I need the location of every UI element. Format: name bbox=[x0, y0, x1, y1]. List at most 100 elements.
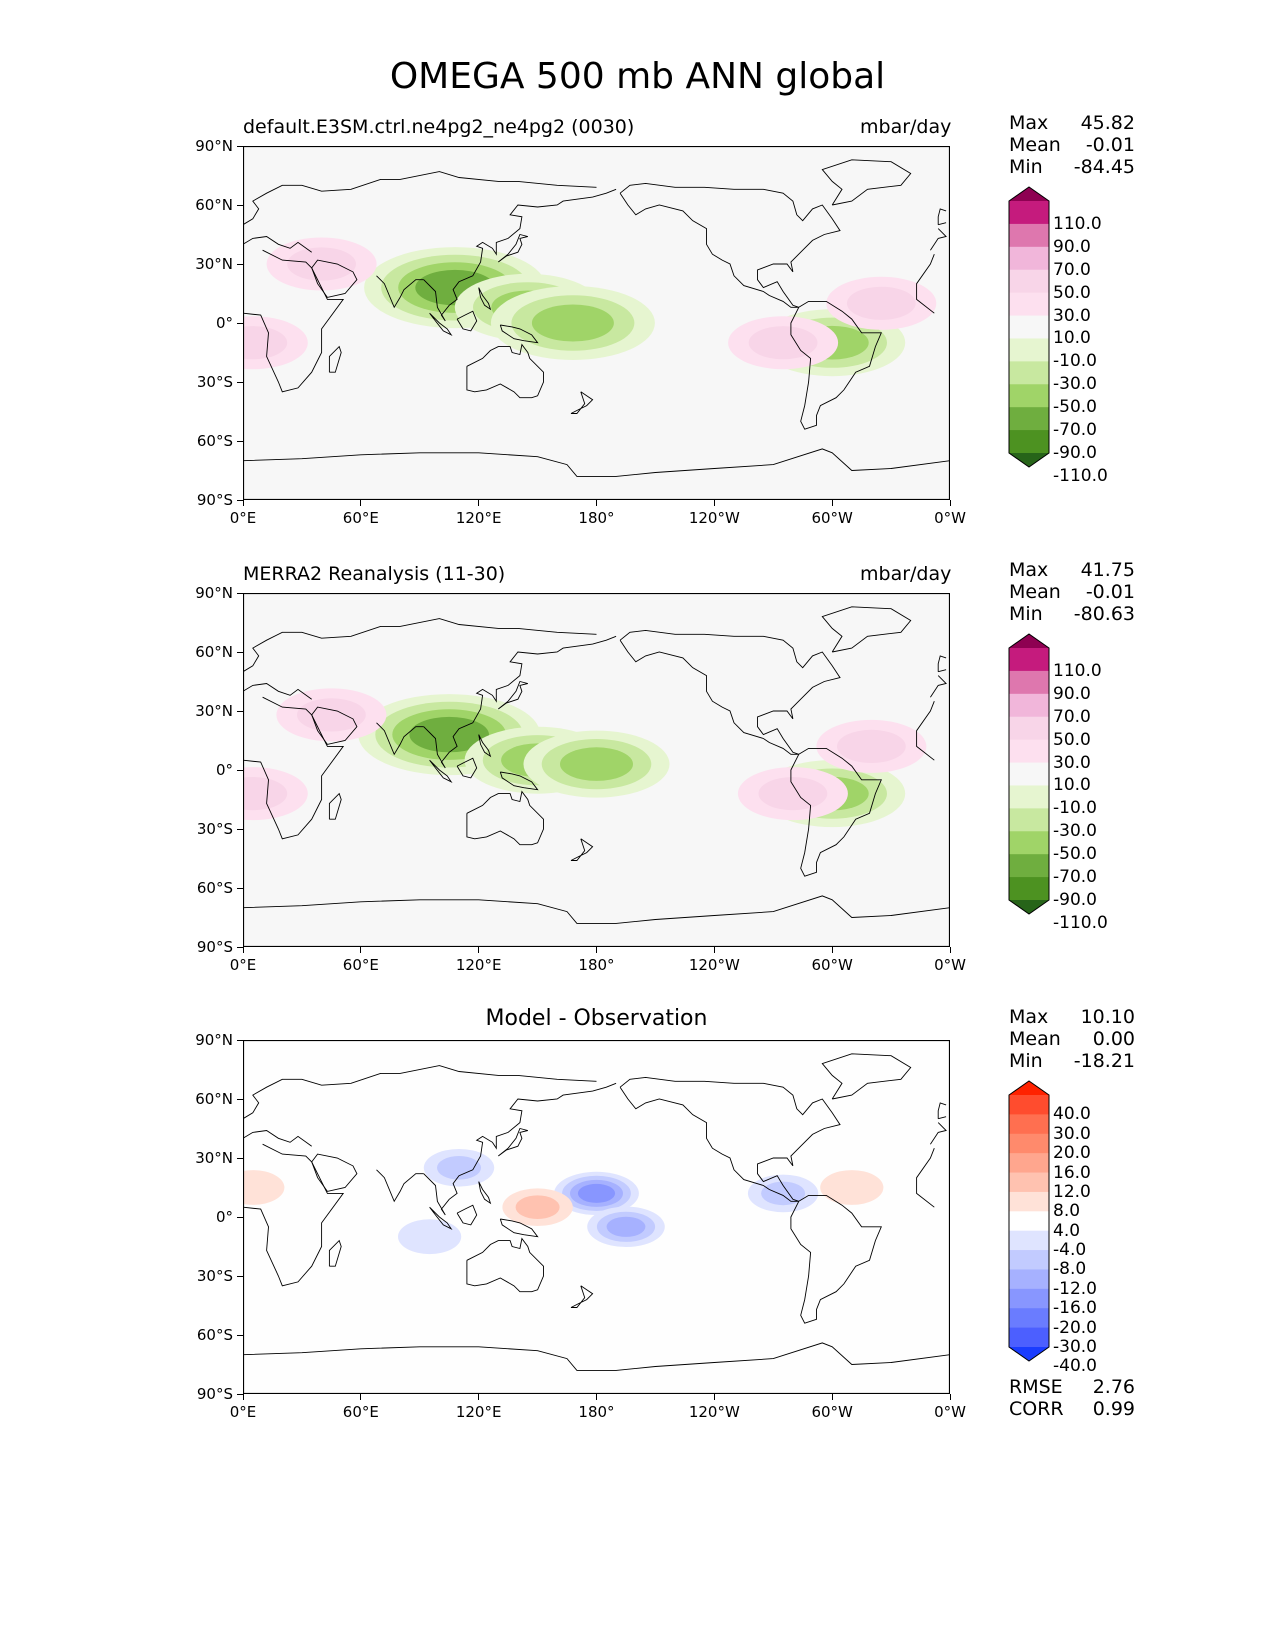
x-tick-label: 0°W bbox=[934, 1403, 966, 1421]
y-tick-label: 90°S bbox=[196, 938, 233, 956]
colorbar-bin bbox=[1009, 1211, 1049, 1232]
contour-fill bbox=[837, 729, 906, 763]
x-tick-label: 0°E bbox=[229, 509, 257, 527]
contour-field bbox=[243, 688, 927, 828]
x-tick-mark bbox=[596, 947, 597, 953]
stat-label: Mean bbox=[1009, 581, 1061, 603]
stat-label: Max bbox=[1009, 112, 1049, 134]
x-tick-mark bbox=[949, 947, 951, 953]
coastline bbox=[619, 182, 841, 308]
y-tick-label: 60°S bbox=[196, 432, 233, 450]
x-tick-label: 60°E bbox=[342, 509, 379, 527]
colorbar-bin bbox=[1009, 292, 1049, 317]
colorbar-tick-label: 16.0 bbox=[1053, 1162, 1091, 1183]
x-tick-label: 180° bbox=[578, 1403, 615, 1421]
stat-label: Min bbox=[1009, 603, 1043, 625]
colorbar-tick-label: -10.0 bbox=[1053, 351, 1097, 372]
colorbar-bin bbox=[1009, 1133, 1049, 1154]
colorbar-tick-label: -30.0 bbox=[1053, 1337, 1097, 1357]
x-tick-label: 120°E bbox=[455, 956, 502, 974]
y-tick-mark bbox=[237, 1393, 243, 1395]
coastline bbox=[243, 1143, 935, 1287]
contour-fill bbox=[758, 777, 828, 811]
colorbar-bin bbox=[1009, 1250, 1049, 1270]
colorbar-bin bbox=[1009, 1327, 1049, 1348]
stat-value: 10.10 bbox=[1080, 1006, 1135, 1028]
x-tick-label: 0°W bbox=[934, 956, 966, 974]
y-tick-label: 0° bbox=[215, 1208, 233, 1226]
colorbar-bin bbox=[1009, 384, 1049, 408]
coastline bbox=[499, 771, 539, 791]
y-tick-mark bbox=[237, 651, 243, 653]
contour-fill bbox=[243, 777, 288, 811]
stat-value: -18.21 bbox=[1073, 1050, 1135, 1072]
coastline bbox=[429, 759, 453, 783]
y-tick-mark bbox=[237, 946, 243, 948]
coastline bbox=[478, 287, 492, 311]
colorbar-extend-top bbox=[1009, 634, 1049, 648]
contour-fill bbox=[820, 1170, 884, 1205]
stat-row: Mean 0.00 bbox=[1009, 1028, 1135, 1050]
contour-fill bbox=[409, 716, 489, 753]
colorbar-tick-label: 10.0 bbox=[1053, 328, 1091, 349]
y-tick-mark bbox=[237, 828, 243, 830]
y-tick-mark bbox=[237, 381, 243, 383]
colorbar-bin bbox=[1009, 430, 1049, 454]
colorbar-bin bbox=[1009, 315, 1049, 339]
y-tick-mark bbox=[237, 322, 243, 324]
coastline bbox=[937, 1102, 947, 1120]
y-tick-label: 30°N bbox=[195, 702, 233, 720]
x-tick-label: 0°W bbox=[934, 509, 966, 527]
figure-title: OMEGA 500 mb ANN global bbox=[389, 56, 886, 97]
x-tick-label: 120°E bbox=[455, 509, 502, 527]
x-tick-label: 0°E bbox=[229, 1403, 257, 1421]
map-frame bbox=[243, 593, 950, 947]
colorbar-bin bbox=[1009, 338, 1049, 362]
metrics-block: RMSE 2.76 CORR 0.99 bbox=[1009, 1376, 1135, 1420]
stat-row: Min -80.63 bbox=[1009, 603, 1135, 625]
coastline bbox=[243, 683, 312, 700]
contour-fill bbox=[531, 304, 614, 342]
colorbar-tick-label: 30.0 bbox=[1053, 752, 1091, 773]
colorbar-outline bbox=[1008, 186, 1050, 468]
colorbar-tick-label: 8.0 bbox=[1053, 1201, 1081, 1222]
y-tick-label: 60°S bbox=[196, 1326, 233, 1344]
stat-label: Max bbox=[1009, 559, 1049, 581]
y-tick-label: 30°S bbox=[196, 1267, 233, 1285]
y-tick-label: 90°N bbox=[195, 584, 233, 602]
colorbar-bin bbox=[1009, 246, 1049, 271]
stat-value: 41.75 bbox=[1080, 559, 1135, 581]
y-tick-label: 90°S bbox=[196, 491, 233, 509]
coastline bbox=[478, 1181, 492, 1205]
y-tick-label: 90°N bbox=[195, 137, 233, 155]
colorbar-extend-top bbox=[1009, 1081, 1049, 1095]
colorbar-bin bbox=[1009, 1172, 1049, 1193]
y-tick-mark bbox=[237, 1216, 243, 1218]
x-tick-mark bbox=[713, 1394, 715, 1400]
coastline bbox=[243, 895, 950, 924]
coastline bbox=[243, 448, 950, 477]
stat-row: Max 10.10 bbox=[1009, 1006, 1135, 1028]
colorbar-bin bbox=[1009, 223, 1049, 248]
colorbar-bin bbox=[1009, 1191, 1049, 1212]
colorbar-bin bbox=[1009, 1153, 1049, 1174]
stat-row: Min -18.21 bbox=[1009, 1050, 1135, 1072]
colorbar-tick-label: 12.0 bbox=[1053, 1181, 1091, 1202]
x-tick-label: 120°W bbox=[688, 509, 740, 527]
colorbar-bin bbox=[1009, 877, 1049, 901]
coastline bbox=[456, 757, 478, 779]
coastline bbox=[243, 696, 935, 840]
stat-value: -0.01 bbox=[1085, 581, 1135, 603]
contour-fill bbox=[398, 1219, 462, 1255]
coastline bbox=[311, 1153, 358, 1192]
colorbar-bin bbox=[1009, 201, 1049, 225]
coastline bbox=[498, 680, 528, 710]
coastline bbox=[376, 722, 424, 756]
x-tick-mark bbox=[242, 947, 244, 953]
stat-label: Min bbox=[1009, 156, 1043, 178]
colorbar-outline bbox=[1008, 633, 1050, 915]
stats-block: Max 10.10 Mean 0.00 Min -18.21 bbox=[1009, 1006, 1135, 1072]
y-tick-mark bbox=[237, 1039, 243, 1041]
metric-label: RMSE bbox=[1009, 1376, 1063, 1398]
colorbar-extend-bottom bbox=[1009, 1347, 1049, 1361]
